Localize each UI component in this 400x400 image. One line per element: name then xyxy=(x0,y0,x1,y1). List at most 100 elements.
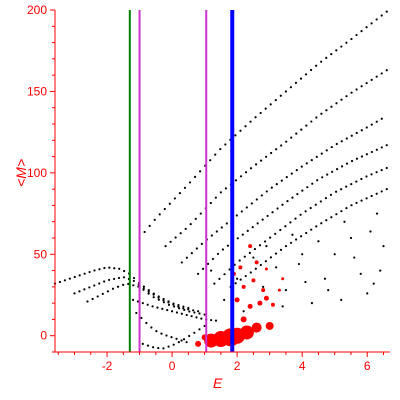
data-point xyxy=(224,187,228,190)
data-point xyxy=(111,287,115,290)
data-point xyxy=(244,171,248,174)
data-point xyxy=(86,300,89,303)
data-point xyxy=(174,236,177,239)
data-point xyxy=(336,167,339,171)
data-point xyxy=(164,245,167,248)
data-point xyxy=(269,256,273,259)
data-point xyxy=(266,214,269,218)
data-point xyxy=(190,252,193,255)
data-point xyxy=(360,177,363,181)
data-point xyxy=(380,146,383,149)
data-point xyxy=(263,240,267,243)
data-point xyxy=(310,228,313,231)
data-point xyxy=(218,277,221,280)
data-point xyxy=(326,173,329,176)
data-point xyxy=(360,129,363,132)
data-point xyxy=(254,116,257,119)
data-point xyxy=(333,253,336,256)
data-point xyxy=(141,342,144,345)
data-point xyxy=(203,324,206,328)
data-point xyxy=(330,216,333,219)
data-point xyxy=(101,292,104,295)
data-point xyxy=(234,134,237,137)
data-point xyxy=(224,143,227,146)
data-point xyxy=(325,219,328,222)
data-point xyxy=(370,150,373,154)
data-point xyxy=(190,315,193,318)
data-point xyxy=(253,247,257,251)
data-point xyxy=(279,228,282,232)
data-point xyxy=(301,253,304,256)
x-axis-label: E xyxy=(213,375,223,391)
data-point xyxy=(284,90,287,93)
data-point xyxy=(117,276,121,280)
data-point xyxy=(145,321,148,325)
data-point xyxy=(304,210,307,213)
data-point xyxy=(239,325,254,340)
y-tick-label: 50 xyxy=(34,247,48,261)
data-point xyxy=(88,270,91,274)
data-point xyxy=(148,224,151,227)
data-point xyxy=(260,194,263,197)
data-point xyxy=(219,147,222,151)
data-point xyxy=(285,176,288,179)
data-point xyxy=(301,189,304,192)
y-tick-label: 150 xyxy=(27,84,47,98)
data-point xyxy=(249,271,252,274)
data-point xyxy=(340,298,343,301)
x-tick-label: 4 xyxy=(299,359,306,373)
data-point xyxy=(370,78,373,81)
data-point xyxy=(350,183,353,186)
data-point xyxy=(360,199,363,202)
data-point xyxy=(216,252,220,256)
data-point xyxy=(370,194,373,198)
data-point xyxy=(284,289,288,292)
data-point xyxy=(334,190,338,193)
data-point xyxy=(345,185,348,188)
data-point xyxy=(296,193,299,196)
x-tick-label: -2 xyxy=(102,359,113,373)
data-point xyxy=(185,313,188,317)
data-point xyxy=(284,225,287,228)
data-point xyxy=(265,190,268,193)
data-point xyxy=(263,295,269,301)
data-point xyxy=(264,107,267,110)
data-point xyxy=(240,210,243,213)
data-point xyxy=(177,340,180,344)
data-point xyxy=(385,188,388,191)
data-point xyxy=(350,134,353,137)
data-point xyxy=(239,278,242,281)
data-point xyxy=(375,148,378,151)
data-point xyxy=(315,225,318,228)
data-point xyxy=(349,236,353,240)
x-tick-label: 6 xyxy=(364,359,371,373)
data-point xyxy=(372,282,375,285)
data-point xyxy=(279,248,283,251)
data-point xyxy=(106,290,109,293)
vertical-lines xyxy=(128,10,235,352)
data-point xyxy=(350,37,353,41)
data-point xyxy=(375,18,378,21)
data-point xyxy=(240,316,247,323)
data-point xyxy=(281,277,285,281)
data-point xyxy=(345,207,348,210)
data-point xyxy=(319,200,322,203)
data-point xyxy=(299,77,303,80)
data-point xyxy=(234,179,238,182)
data-point xyxy=(122,283,125,286)
data-point xyxy=(210,318,213,322)
data-point xyxy=(188,334,191,338)
data-point xyxy=(166,308,169,312)
data-point xyxy=(88,286,91,289)
data-point xyxy=(261,288,266,293)
data-point xyxy=(300,235,303,238)
data-point xyxy=(252,256,255,259)
data-point xyxy=(91,297,94,301)
data-point xyxy=(265,245,268,248)
data-point xyxy=(385,10,388,13)
data-point xyxy=(140,316,143,320)
data-point xyxy=(58,280,62,284)
data-point xyxy=(380,117,383,120)
data-point xyxy=(345,162,349,165)
data-point xyxy=(180,339,183,342)
